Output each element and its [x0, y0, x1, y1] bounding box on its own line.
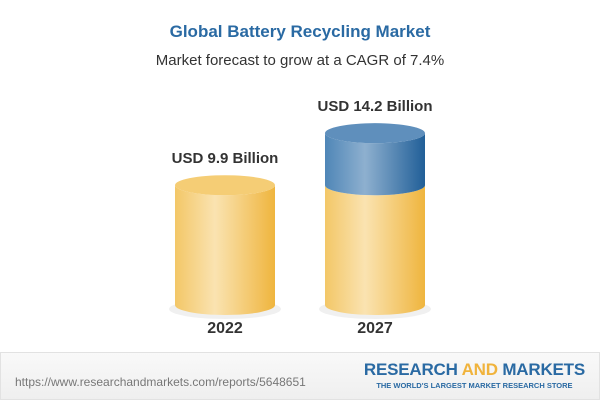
chart-title: Global Battery Recycling Market	[169, 22, 431, 41]
cylinder-top-2027	[325, 123, 425, 144]
footer: https://www.researchandmarkets.com/repor…	[0, 352, 600, 400]
logo-text-3: MARKETS	[497, 360, 585, 379]
data-label: USD 14.2 Billion	[317, 98, 432, 115]
cylinder-base-2027	[325, 185, 425, 315]
data-label: USD 9.9 Billion	[172, 150, 279, 167]
cylinder-chart: USD 9.9 Billion 2022 USD 14.2 Billion 2027	[169, 98, 433, 337]
cylinder-top-2022	[175, 175, 275, 196]
logo-text-1: RESEARCH	[363, 360, 462, 379]
cylinder-growth-2027	[325, 133, 425, 196]
cylinder-base-2022	[175, 185, 275, 315]
category-label: 2027	[357, 320, 393, 337]
category-label: 2022	[207, 320, 243, 337]
report-url[interactable]: https://www.researchandmarkets.com/repor…	[15, 375, 306, 389]
logo-tagline: THE WORLD'S LARGEST MARKET RESEARCH STOR…	[376, 381, 573, 390]
research-and-markets-logo[interactable]: RESEARCH AND MARKETS THE WORLD'S LARGEST…	[364, 360, 585, 390]
logo-text-2: AND	[461, 360, 498, 379]
chart-subtitle: Market forecast to grow at a CAGR of 7.4…	[155, 52, 445, 69]
